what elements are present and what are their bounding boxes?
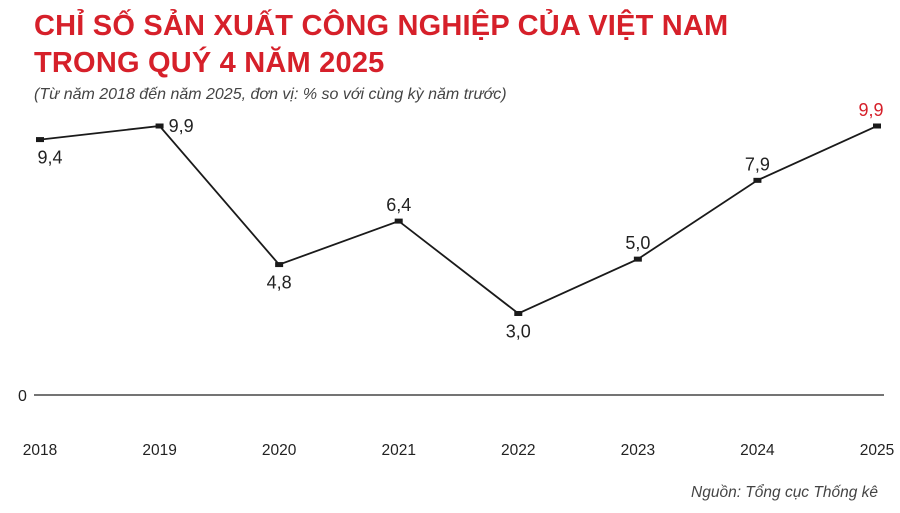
x-tick-label: 2020: [262, 442, 297, 459]
data-label: 4,8: [267, 273, 292, 293]
data-point-marker: [394, 218, 403, 224]
data-label: 7,9: [745, 154, 770, 174]
x-tick-label: 2018: [23, 442, 57, 459]
data-point-marker: [753, 177, 762, 183]
data-label: 3,0: [506, 321, 531, 341]
x-tick-label: 2023: [621, 442, 655, 459]
chart-subtitle: (Từ năm 2018 đến năm 2025, đơn vị: % so …: [34, 86, 507, 103]
data-point-marker: [155, 123, 164, 129]
x-tick-label: 2025: [860, 442, 894, 459]
series-line: [39, 125, 878, 315]
x-tick-label: 2021: [381, 442, 415, 459]
data-label: 5,0: [625, 233, 650, 253]
data-point-marker: [36, 137, 44, 143]
data-label: 6,4: [386, 195, 411, 215]
data-point-marker: [873, 123, 881, 129]
x-tick-label: 2022: [501, 442, 535, 459]
data-point-marker: [275, 262, 284, 268]
source-note: Nguồn: Tổng cục Thống kê: [691, 484, 878, 501]
chart-title-line-1: CHỈ SỐ SẢN XUẤT CÔNG NGHIỆP CỦA VIỆT NAM: [34, 10, 729, 42]
data-point-marker: [633, 256, 642, 262]
data-label: 9,9: [858, 100, 883, 120]
data-label: 9,9: [169, 116, 194, 136]
data-label: 9,4: [37, 148, 62, 168]
data-point-marker: [514, 310, 523, 316]
x-tick-label: 2024: [740, 442, 775, 459]
y-tick-label: 0: [18, 388, 27, 405]
x-tick-label: 2019: [142, 442, 176, 459]
chart-title-line-2: TRONG QUÝ 4 NĂM 2025: [34, 47, 385, 79]
